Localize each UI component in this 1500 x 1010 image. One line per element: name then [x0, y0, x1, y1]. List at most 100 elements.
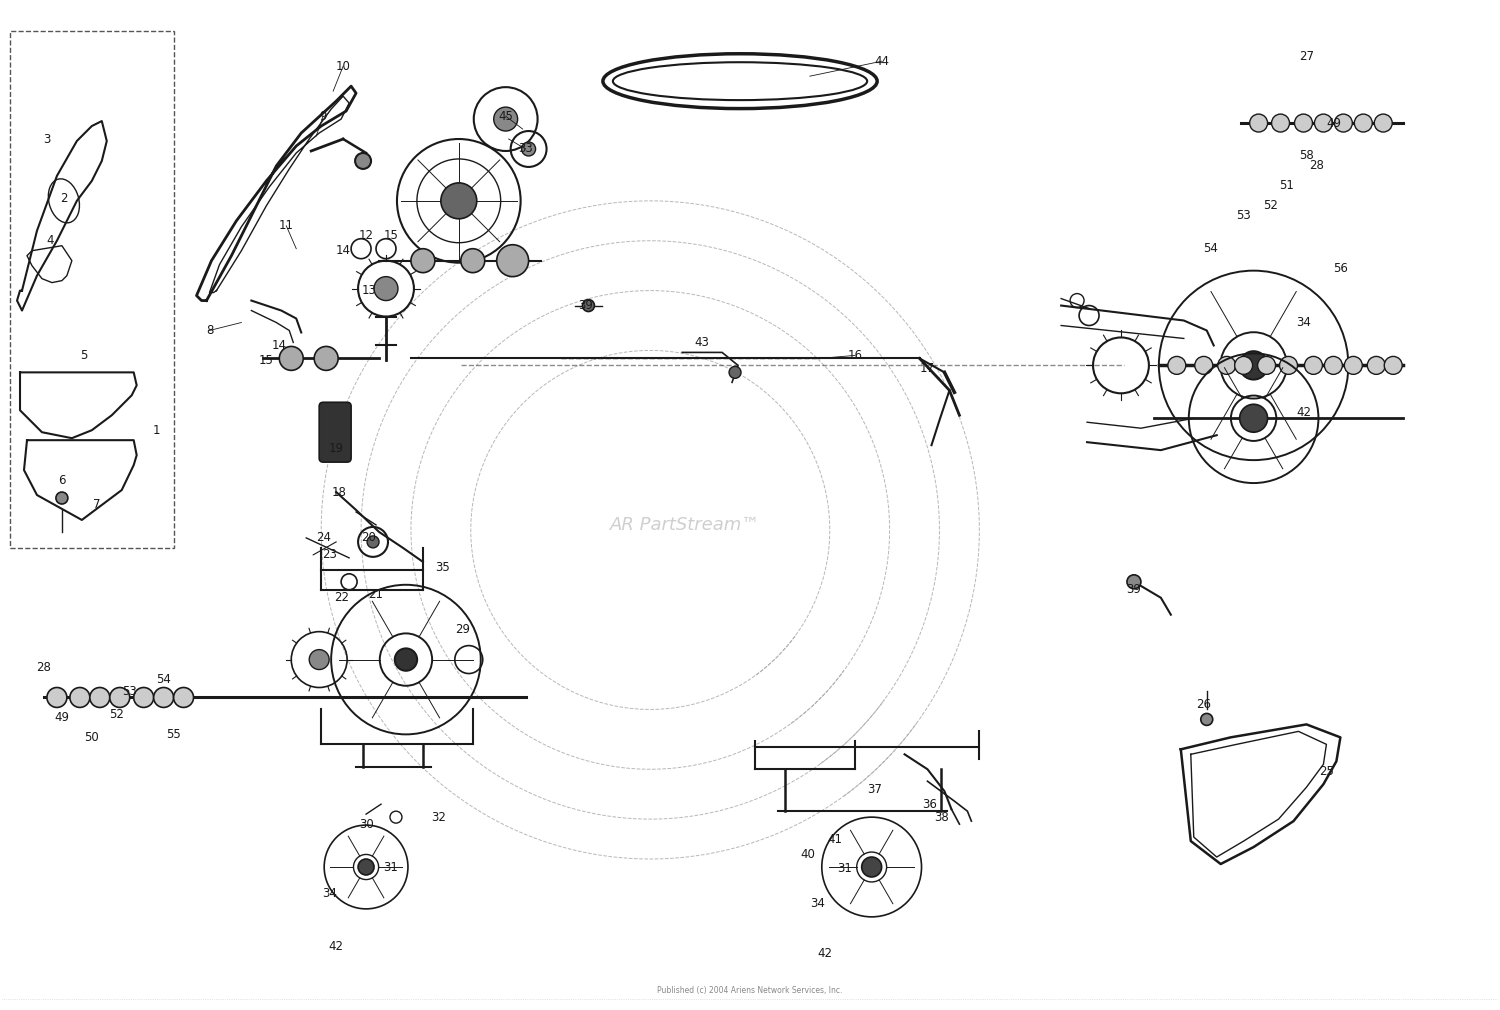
Text: 34: 34 — [810, 898, 825, 910]
Circle shape — [1202, 713, 1212, 725]
Circle shape — [411, 248, 435, 273]
Text: 39: 39 — [578, 299, 592, 312]
Text: 25: 25 — [1318, 765, 1334, 778]
Bar — [10, 31, 174, 547]
Circle shape — [582, 300, 594, 311]
Circle shape — [1294, 114, 1312, 132]
Circle shape — [309, 649, 328, 670]
Text: 4: 4 — [46, 234, 54, 247]
Text: 37: 37 — [867, 783, 882, 796]
Text: 31: 31 — [384, 861, 399, 874]
Circle shape — [1344, 357, 1362, 375]
Circle shape — [1374, 114, 1392, 132]
Circle shape — [1335, 114, 1353, 132]
Text: 19: 19 — [328, 441, 344, 454]
Circle shape — [460, 248, 484, 273]
Text: 38: 38 — [934, 811, 950, 823]
Circle shape — [56, 492, 68, 504]
Text: 17: 17 — [920, 362, 934, 375]
Text: 42: 42 — [818, 947, 833, 961]
Text: 49: 49 — [1326, 116, 1341, 129]
Text: 30: 30 — [358, 818, 374, 830]
Text: 54: 54 — [156, 673, 171, 686]
Circle shape — [1168, 357, 1186, 375]
Circle shape — [522, 142, 536, 156]
Circle shape — [1305, 357, 1323, 375]
Text: 36: 36 — [922, 798, 938, 811]
Circle shape — [1239, 351, 1268, 380]
Text: 2: 2 — [60, 192, 68, 205]
Circle shape — [861, 857, 882, 877]
Text: 1: 1 — [153, 424, 160, 436]
Text: 43: 43 — [694, 336, 709, 348]
Text: 45: 45 — [498, 109, 513, 122]
Text: 42: 42 — [1296, 406, 1311, 419]
Text: 52: 52 — [110, 708, 125, 721]
Circle shape — [1384, 357, 1402, 375]
Circle shape — [314, 346, 338, 371]
Circle shape — [46, 688, 68, 707]
Text: 15: 15 — [384, 229, 399, 242]
Text: 16: 16 — [847, 348, 862, 362]
Text: 34: 34 — [1296, 316, 1311, 329]
Text: 50: 50 — [84, 731, 99, 743]
Circle shape — [134, 688, 153, 707]
Text: AR PartStream™: AR PartStream™ — [610, 516, 760, 534]
Text: Published (c) 2004 Ariens Network Services, Inc.: Published (c) 2004 Ariens Network Servic… — [657, 986, 843, 995]
Text: 42: 42 — [328, 940, 344, 953]
Text: 49: 49 — [54, 711, 69, 724]
Circle shape — [394, 648, 417, 671]
Circle shape — [374, 277, 398, 301]
Text: 3: 3 — [44, 132, 51, 145]
Circle shape — [153, 688, 174, 707]
Circle shape — [1126, 575, 1142, 589]
Circle shape — [1354, 114, 1372, 132]
Circle shape — [358, 860, 374, 875]
Text: 20: 20 — [362, 531, 376, 544]
Circle shape — [362, 862, 370, 872]
Text: 12: 12 — [358, 229, 374, 242]
Text: 24: 24 — [315, 531, 330, 544]
Text: 22: 22 — [333, 591, 348, 604]
Text: 32: 32 — [432, 811, 447, 823]
Circle shape — [1196, 357, 1212, 375]
Circle shape — [494, 107, 517, 131]
Text: 39: 39 — [1126, 583, 1142, 596]
Text: 44: 44 — [874, 55, 890, 68]
Circle shape — [1239, 404, 1268, 432]
Circle shape — [356, 153, 370, 169]
Circle shape — [1244, 408, 1263, 428]
Text: 53: 53 — [1236, 209, 1251, 222]
Text: 56: 56 — [1334, 263, 1348, 275]
Text: 28: 28 — [1310, 160, 1324, 173]
Text: 6: 6 — [58, 474, 66, 487]
Circle shape — [90, 688, 110, 707]
Text: 51: 51 — [1280, 180, 1294, 192]
Text: 28: 28 — [36, 662, 51, 674]
Text: 23: 23 — [321, 548, 336, 562]
Circle shape — [1280, 357, 1298, 375]
Text: 29: 29 — [456, 623, 471, 636]
Text: 18: 18 — [332, 486, 346, 499]
Circle shape — [1314, 114, 1332, 132]
Circle shape — [368, 536, 380, 547]
Text: 14: 14 — [336, 244, 351, 258]
Text: 55: 55 — [166, 728, 182, 741]
Text: 35: 35 — [435, 562, 450, 575]
Circle shape — [1250, 114, 1268, 132]
Circle shape — [1324, 357, 1342, 375]
Text: 11: 11 — [279, 219, 294, 232]
Circle shape — [279, 346, 303, 371]
Circle shape — [1272, 114, 1290, 132]
Circle shape — [729, 367, 741, 379]
Circle shape — [1234, 357, 1252, 375]
Circle shape — [496, 244, 528, 277]
Text: 52: 52 — [1263, 199, 1278, 212]
FancyBboxPatch shape — [320, 402, 351, 463]
Text: 13: 13 — [362, 284, 376, 297]
Text: 21: 21 — [369, 588, 384, 601]
Text: 15: 15 — [260, 354, 274, 367]
Text: 40: 40 — [801, 847, 816, 861]
Circle shape — [1368, 357, 1384, 375]
Text: 34: 34 — [321, 888, 336, 901]
